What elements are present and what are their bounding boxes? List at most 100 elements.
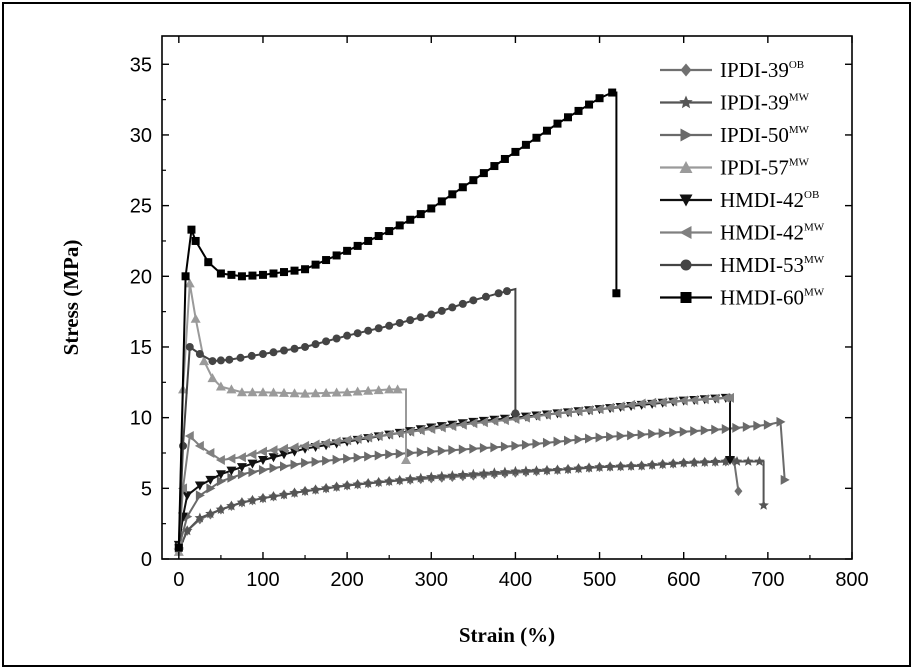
data-point <box>457 469 469 480</box>
data-point <box>182 491 193 501</box>
data-point <box>478 468 490 478</box>
data-point <box>780 474 790 485</box>
x-tick-label: 700 <box>751 569 784 591</box>
data-point <box>743 456 754 466</box>
data-point <box>385 449 395 460</box>
data-point <box>479 169 488 178</box>
data-point <box>353 452 363 463</box>
data-point <box>268 491 279 501</box>
data-point <box>447 470 458 481</box>
legend-entry: IPDI-50MW <box>660 123 810 147</box>
data-point <box>301 342 310 351</box>
data-point <box>395 318 404 327</box>
data-point <box>680 128 693 142</box>
data-point <box>352 386 363 396</box>
data-point <box>700 425 710 436</box>
data-point <box>384 429 394 440</box>
data-point <box>552 408 562 419</box>
data-point <box>364 451 374 462</box>
data-point <box>521 140 530 149</box>
data-point <box>179 441 188 450</box>
data-point <box>758 499 769 510</box>
x-tick-label: 400 <box>499 569 532 591</box>
data-point <box>290 459 300 470</box>
x-tick-label: 600 <box>667 569 700 591</box>
data-point <box>612 289 621 298</box>
data-point <box>594 404 604 415</box>
data-point <box>236 387 247 397</box>
data-point <box>437 306 446 315</box>
data-point <box>542 437 552 448</box>
data-point <box>562 463 574 474</box>
data-point <box>668 458 679 468</box>
series-hmdi-60-mw <box>174 88 621 552</box>
data-point <box>724 456 735 466</box>
data-point <box>236 497 248 507</box>
series-ipdi-39-mw <box>173 456 769 555</box>
data-point <box>468 468 479 479</box>
data-point <box>457 419 467 430</box>
data-point <box>637 429 647 440</box>
data-point <box>248 467 258 478</box>
data-point <box>278 489 290 500</box>
legend-label: HMDI-60MW <box>720 286 825 310</box>
data-point <box>415 472 426 483</box>
data-point <box>268 453 279 463</box>
data-point <box>364 326 373 335</box>
data-point <box>248 271 257 280</box>
data-point <box>648 428 658 439</box>
data-point <box>184 278 195 288</box>
data-point <box>226 453 236 464</box>
data-point <box>332 454 342 465</box>
data-point <box>181 272 190 281</box>
data-point <box>216 476 226 487</box>
data-point <box>257 446 267 457</box>
data-point <box>258 270 267 279</box>
data-point <box>532 438 542 449</box>
x-tick-label: 0 <box>173 569 184 591</box>
x-tick-label: 100 <box>246 569 279 591</box>
data-point <box>373 385 384 395</box>
data-point <box>680 259 692 271</box>
series-line <box>177 283 407 552</box>
data-point <box>583 462 595 473</box>
data-point <box>215 455 225 466</box>
data-point <box>679 226 692 239</box>
data-point <box>236 353 245 362</box>
legend-label: HMDI-42MW <box>720 221 825 245</box>
data-point <box>448 303 457 312</box>
legend-entry: IPDI-39MW <box>660 91 810 115</box>
data-point <box>322 455 332 466</box>
data-point <box>563 407 573 418</box>
data-point <box>225 355 234 364</box>
series-ipdi-50-mw <box>174 416 790 553</box>
data-point <box>469 443 479 454</box>
data-point <box>479 443 489 454</box>
data-point <box>353 329 362 338</box>
data-point <box>216 356 225 365</box>
data-point <box>343 453 353 464</box>
data-point <box>320 482 332 493</box>
data-point <box>447 421 457 432</box>
data-point <box>373 431 383 442</box>
data-point <box>215 381 226 391</box>
data-point <box>625 460 637 471</box>
data-point <box>500 154 509 163</box>
data-point <box>204 258 213 267</box>
data-point <box>564 435 574 446</box>
data-point <box>489 467 500 478</box>
data-point <box>680 292 692 303</box>
data-point <box>195 490 205 501</box>
data-point <box>427 446 437 457</box>
data-point <box>301 265 310 274</box>
data-point <box>608 88 617 97</box>
data-point <box>207 373 218 383</box>
data-point <box>531 411 541 422</box>
data-point <box>458 183 467 192</box>
y-tick-label: 10 <box>130 408 152 430</box>
legend: IPDI-39OB IPDI-39MW IPDI-50MW IPDI-57MW HMDI… <box>660 58 825 310</box>
data-point <box>405 473 416 484</box>
data-point <box>511 147 520 156</box>
data-point <box>416 447 426 458</box>
